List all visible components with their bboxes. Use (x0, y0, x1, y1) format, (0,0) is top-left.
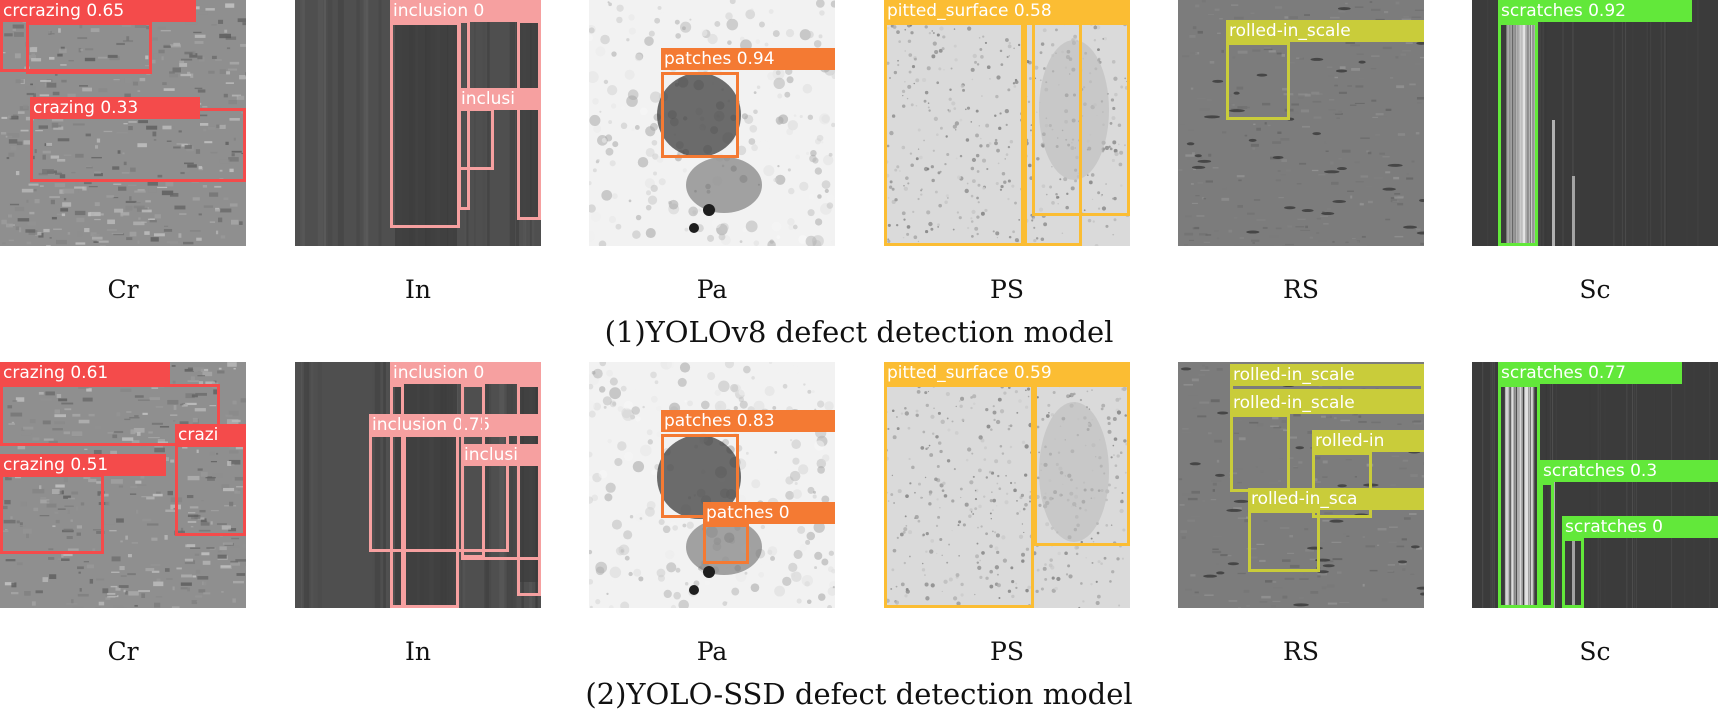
row-caption: (1)YOLOv8 defect detection model (604, 315, 1114, 349)
bounding-box (703, 524, 749, 564)
panel-caption: PS (990, 637, 1024, 666)
bounding-box (1032, 22, 1130, 216)
detection-label: inclusion 0.75 (369, 414, 541, 436)
bounding-box (458, 108, 494, 170)
steel-surface-image (1472, 362, 1718, 608)
panel-caption: PS (990, 275, 1024, 304)
result-row: crazing 0.61 crazi crazing 0.51 Cr inclusion… (0, 362, 1718, 724)
detection-label: rolled-in_scale (1230, 392, 1424, 414)
bounding-box (661, 434, 739, 518)
bounding-box (1230, 414, 1290, 492)
panel-caption: Pa (696, 637, 728, 666)
detection-label: inclusi (461, 444, 541, 466)
bounding-box (0, 384, 220, 446)
detection-label: pitted_surface 0.59 (884, 362, 1130, 384)
detection-label: inclusion 0 (390, 0, 541, 22)
detection-label: crcrazing 0.65 (0, 0, 196, 22)
bounding-box (0, 474, 104, 554)
detection-panel: rolled-in_scale rolled-in_scale rolled-in r… (1178, 362, 1424, 608)
bounding-box (403, 434, 459, 608)
bounding-box (390, 384, 404, 608)
detection-label: rolled-in_sca (1248, 488, 1424, 510)
detection-label: crazi (175, 424, 246, 446)
bounding-box (175, 444, 246, 536)
detection-label: pitted_surface 0.58 (884, 0, 1130, 22)
steel-surface-image (0, 0, 246, 246)
panel-caption: Pa (696, 275, 728, 304)
steel-surface-image (884, 362, 1130, 608)
bounding-box (1034, 384, 1130, 546)
steel-surface-image (1472, 0, 1718, 246)
detection-panel: pitted_surface 0.58 (884, 0, 1130, 246)
detection-label: patches 0 (703, 502, 835, 524)
bounding-box (1498, 384, 1540, 608)
panel-caption: RS (1283, 637, 1319, 666)
panel-caption: Sc (1579, 275, 1611, 304)
detection-panel: patches 0.94 (589, 0, 835, 246)
detection-label: rolled-in (1312, 430, 1424, 452)
detection-label: patches 0.83 (661, 410, 835, 432)
detection-label: scratches 0 (1562, 516, 1718, 538)
detection-label: inclusion 0 (390, 362, 541, 384)
bounding-box (884, 384, 1034, 608)
panel-caption: Sc (1579, 637, 1611, 666)
bounding-box (1562, 538, 1584, 608)
detection-label: patches 0.94 (661, 48, 835, 70)
bounding-box (517, 20, 541, 220)
detection-label: scratches 0.77 (1498, 362, 1682, 384)
bounding-box (1248, 510, 1320, 572)
detection-panel: scratches 0.77 scratches 0.3 scratches 0 (1472, 362, 1718, 608)
bounding-box (1312, 452, 1372, 518)
bounding-box (26, 22, 152, 74)
detection-panel: crazing 0.61 crazi crazing 0.51 (0, 362, 246, 608)
detection-label: rolled-in_scale (1226, 20, 1424, 42)
detection-panel: inclusion 0 inclusi (295, 0, 541, 246)
steel-surface-image (884, 0, 1130, 246)
bounding-box (390, 22, 460, 228)
bounding-box (884, 22, 1024, 246)
detection-label: crazing 0.51 (0, 454, 166, 476)
detection-label: crazing 0.61 (0, 362, 170, 384)
panel-caption: Cr (107, 275, 139, 304)
detection-label: inclusi (458, 88, 541, 110)
panel-caption: RS (1283, 275, 1319, 304)
detection-panel: scratches 0.92 (1472, 0, 1718, 246)
steel-surface-image (0, 362, 246, 608)
bounding-box (517, 384, 541, 596)
detection-panel: patches 0.83 patches 0 (589, 362, 835, 608)
panel-caption: In (405, 275, 431, 304)
detection-label: scratches 0.92 (1498, 0, 1692, 22)
detection-panel: pitted_surface 0.59 (884, 362, 1130, 608)
bounding-box (1540, 482, 1554, 608)
panel-caption: Cr (107, 637, 139, 666)
detection-panel: rolled-in_scale (1178, 0, 1424, 246)
detection-panel: inclusion 0 inclusion 0.75 inclusi (295, 362, 541, 608)
bounding-box (30, 108, 246, 182)
detection-label: scratches 0.3 (1540, 460, 1718, 482)
bounding-box (661, 72, 739, 158)
row-caption: (2)YOLO-SSD defect detection model (585, 677, 1133, 711)
panel-caption: In (405, 637, 431, 666)
bounding-box (1226, 42, 1290, 120)
detection-panel: crcrazing 0.65 crazing 0.33 (0, 0, 246, 246)
bounding-box (1498, 22, 1538, 246)
steel-surface-image (295, 0, 541, 246)
detection-label: crazing 0.33 (30, 97, 200, 119)
detection-label: rolled-in_scale (1230, 364, 1424, 386)
